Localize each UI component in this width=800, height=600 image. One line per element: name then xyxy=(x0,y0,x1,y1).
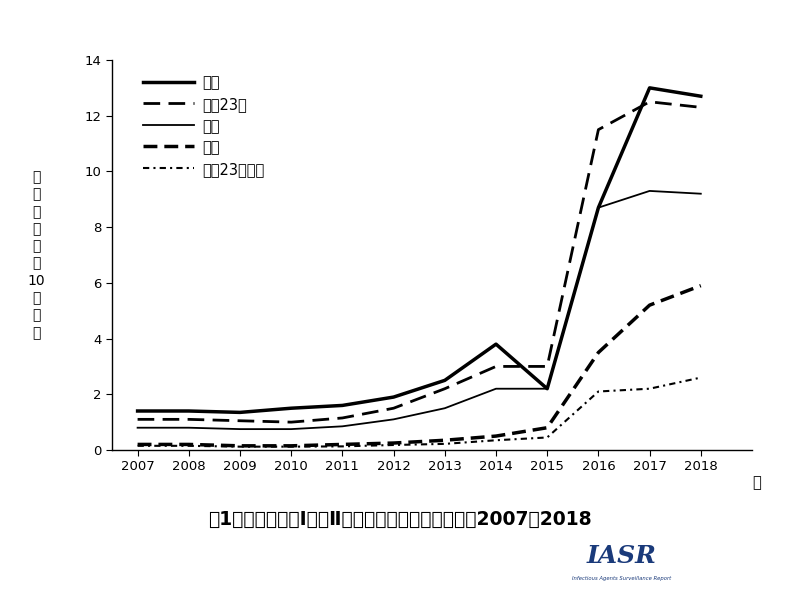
Text: 図1．東京都でのⅠ期・Ⅱ期梅毒届出率の年次推移、2007〜2018: 図1．東京都でのⅠ期・Ⅱ期梅毒届出率の年次推移、2007〜2018 xyxy=(208,509,592,529)
Text: Infectious Agents Surveillance Report: Infectious Agents Surveillance Report xyxy=(573,577,671,581)
Text: 届
出
率
（
人
口
10
万
対
）: 届 出 率 （ 人 口 10 万 対 ） xyxy=(27,170,45,340)
Text: 年: 年 xyxy=(752,475,761,490)
Text: IASR: IASR xyxy=(587,544,657,568)
Legend: 男性, 東京23区, 全体, 女性, 東京23区以外: 男性, 東京23区, 全体, 女性, 東京23区以外 xyxy=(138,71,270,181)
